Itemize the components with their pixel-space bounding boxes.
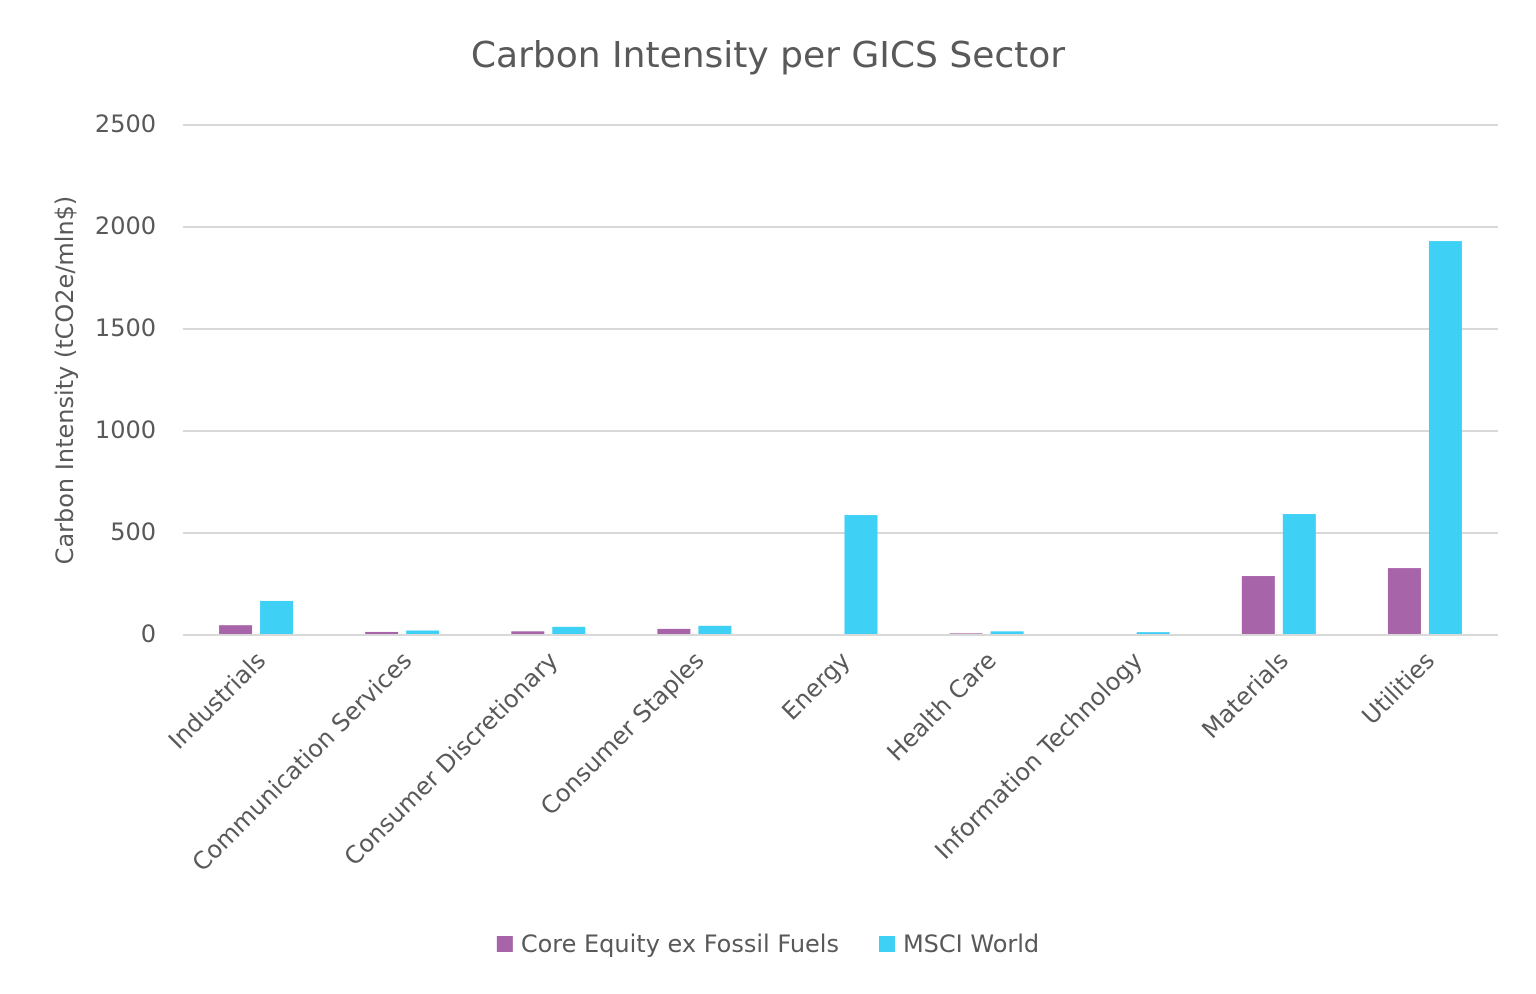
bar [1136, 632, 1170, 635]
bar [1282, 514, 1316, 635]
bar [260, 600, 294, 635]
chart-title: Carbon Intensity per GICS Sector [471, 35, 1065, 76]
y-tick-label: 0 [141, 620, 156, 648]
y-tick-label: 1500 [95, 314, 156, 342]
x-tick-label: Utilities [1356, 646, 1440, 730]
bar [406, 630, 440, 635]
bar [657, 628, 691, 635]
legend-label: MSCI World [903, 930, 1039, 958]
x-tick-label: Materials [1196, 646, 1294, 744]
y-tick-label: 500 [110, 518, 156, 546]
bar [698, 625, 732, 635]
x-tick-label: Industrials [163, 646, 271, 754]
legend-swatch [878, 936, 895, 952]
y-axis-label: Carbon Intensity (tCO2e/mln$) [51, 196, 79, 565]
x-tick-label: Health Care [882, 646, 1002, 766]
bar [365, 631, 399, 635]
bar [219, 625, 253, 635]
y-tick-label: 1000 [95, 416, 156, 444]
bar [990, 631, 1024, 635]
bar [1428, 241, 1462, 636]
x-tick-label: Energy [776, 646, 855, 725]
legend-swatch [496, 936, 513, 952]
y-tick-label: 2000 [95, 212, 156, 240]
bar [844, 515, 878, 635]
bar [1387, 568, 1421, 635]
bar [1241, 576, 1275, 635]
legend-label: Core Equity ex Fossil Fuels [521, 930, 839, 958]
bar [511, 631, 545, 635]
y-tick-label: 2500 [95, 110, 156, 138]
bar [552, 626, 586, 635]
x-tick-label: Consumer Staples [535, 646, 709, 820]
